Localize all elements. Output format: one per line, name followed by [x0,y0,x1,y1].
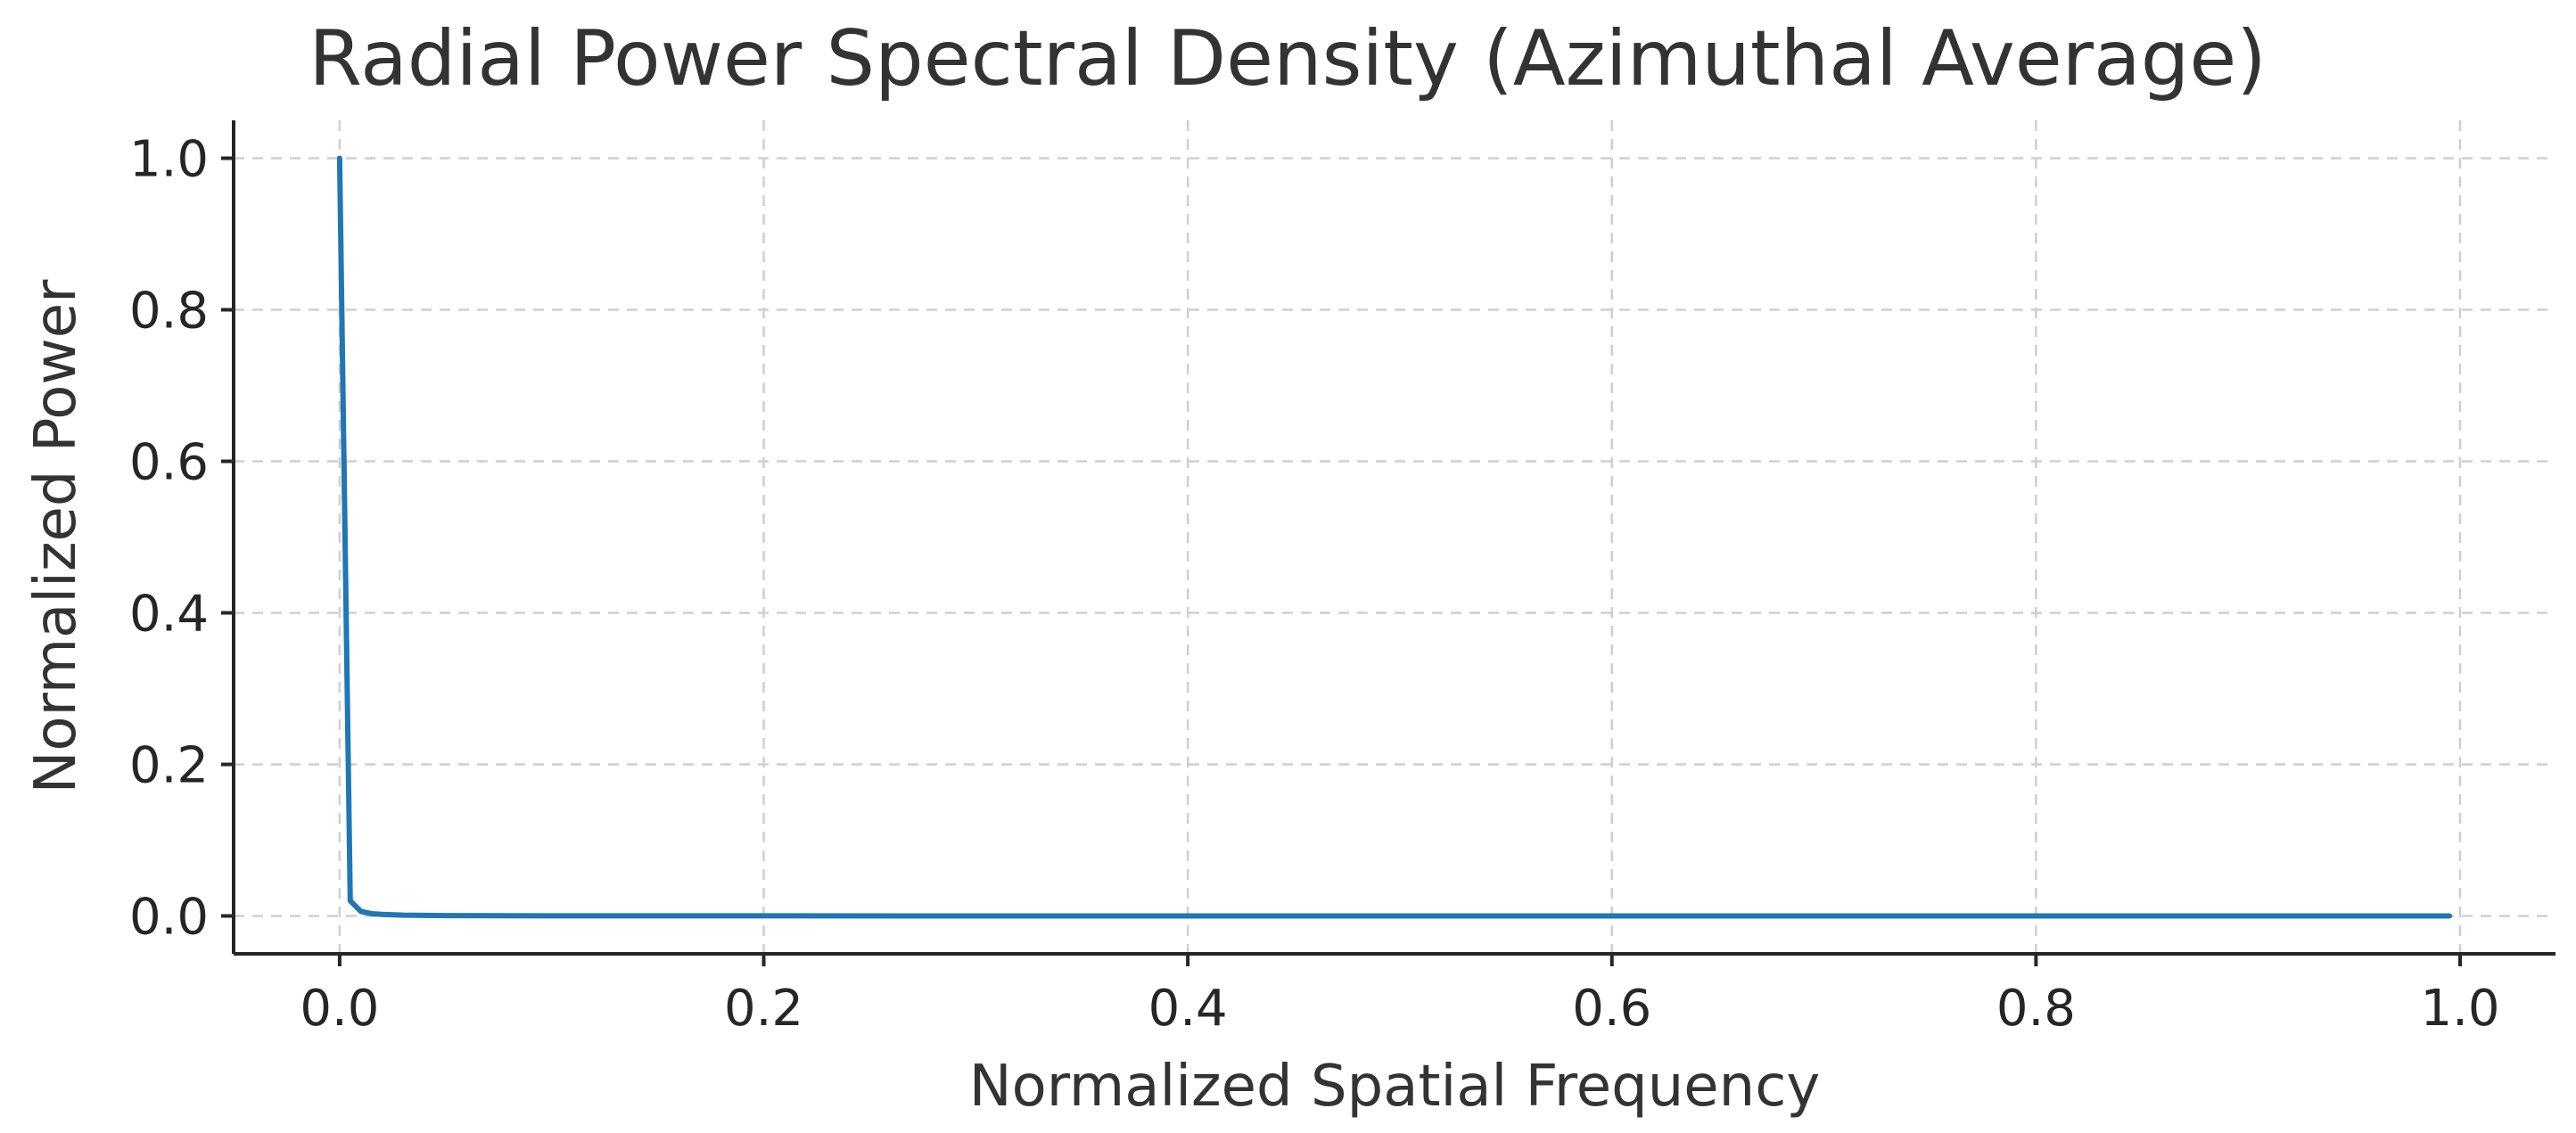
y-tick-label: 1.0 [129,131,209,189]
x-tick-label: 0.2 [724,980,803,1038]
axes [232,120,2555,956]
chart-title: Radial Power Spectral Density (Azimuthal… [309,14,2267,103]
y-tick-label: 0.8 [129,283,209,341]
series-line [336,155,2453,919]
x-tick-label: 0.8 [1996,980,2076,1038]
x-tick-label: 0.4 [1148,980,1228,1038]
x-axis-label: Normalized Spatial Frequency [969,1054,1821,1120]
y-tick-label: 0.0 [129,889,209,947]
y-axis-label: Normalized Power [23,279,89,793]
x-tick-label: 0.6 [1572,980,1651,1038]
x-tick-label: 0.0 [300,980,379,1038]
x-tick-label: 1.0 [2420,980,2499,1038]
y-tick-label: 0.6 [129,434,209,492]
series-layer [336,155,2453,919]
y-tick-label: 0.2 [129,737,209,795]
grid [234,120,2555,954]
y-tick-label: 0.4 [129,586,209,644]
y-axis-ticks: 0.0 0.2 0.4 0.6 0.8 1.0 [129,131,234,947]
x-axis-ticks: 0.0 0.2 0.4 0.6 0.8 1.0 [300,954,2500,1038]
